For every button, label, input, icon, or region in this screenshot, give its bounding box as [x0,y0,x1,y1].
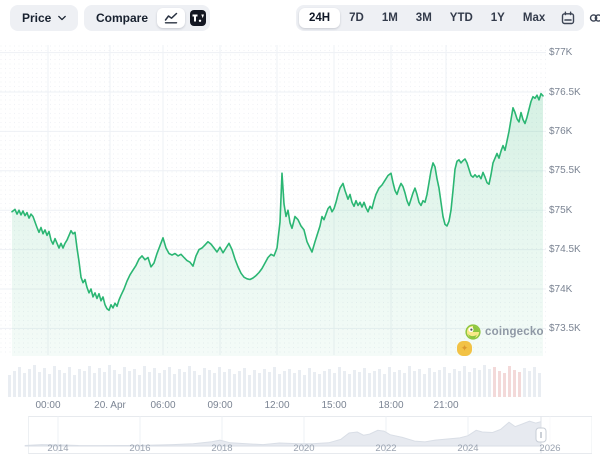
x-tick-2: 06:00 [150,400,176,411]
range-tab-1y[interactable]: 1Y [490,12,505,24]
tradingview-icon [192,14,204,22]
y-tick-2: $76K [549,125,573,137]
coingecko-watermark: coingecko [465,324,544,340]
x-tick-3: 09:00 [207,400,233,411]
coingecko-watermark-text: coingecko [485,326,544,338]
x-tick-5: 15:00 [321,400,347,411]
year-tick-2014: 2014 [47,443,69,454]
y-tick-1: $76.5K [549,86,581,98]
range-tab-3m[interactable]: 3M [415,12,432,24]
x-tick-4: 12:00 [264,400,290,411]
year-tick-2016: 2016 [129,443,151,454]
link-button[interactable] [582,8,600,28]
coingecko-gecko-icon [465,324,481,340]
year-tick-2022: 2022 [375,443,397,454]
year-tick-2018: 2018 [211,443,233,454]
x-tick-0: 00:00 [35,400,61,411]
link-icon [590,14,600,22]
chart-type-switcher [153,5,210,31]
y-tick-4: $75K [549,204,573,216]
chart-toolbar: Price Compare [0,0,600,36]
year-tick-2024: 2024 [457,443,479,454]
line-chart-type-button[interactable] [157,8,185,28]
price-dropdown-label: Price [22,11,52,25]
calendar-button[interactable] [554,8,582,28]
calendar-icon [562,11,575,25]
y-tick-3: $75.5K [549,165,581,177]
year-tick-2026: 2026 [539,443,561,454]
price-dropdown-button[interactable]: Price [10,5,79,31]
coingecko-candy-icon[interactable]: ✦ [457,341,472,356]
range-tab-7d[interactable]: 7D [349,12,364,24]
year-tick-2020: 2020 [293,443,315,454]
chevron-down-icon [58,15,67,21]
x-tick-7: 21:00 [433,400,459,411]
compare-dropdown-label: Compare [96,11,149,25]
tradingview-chart-type-button[interactable] [190,10,206,26]
y-tick-0: $77K [549,47,573,59]
range-tab-ytd[interactable]: YTD [449,12,473,24]
navigator-drag-handle[interactable] [535,427,547,443]
range-tab-max[interactable]: Max [522,12,546,24]
y-tick-7: $73.5K [549,322,581,334]
x-tick-6: 18:00 [378,400,404,411]
x-tick-1: 20. Apr [94,400,126,411]
y-tick-5: $74.5K [549,244,581,256]
range-tab-1m[interactable]: 1M [381,12,398,24]
line-chart-icon [164,12,178,24]
y-tick-6: $74K [549,283,573,295]
range-tab-24h[interactable]: 24H [299,8,341,28]
